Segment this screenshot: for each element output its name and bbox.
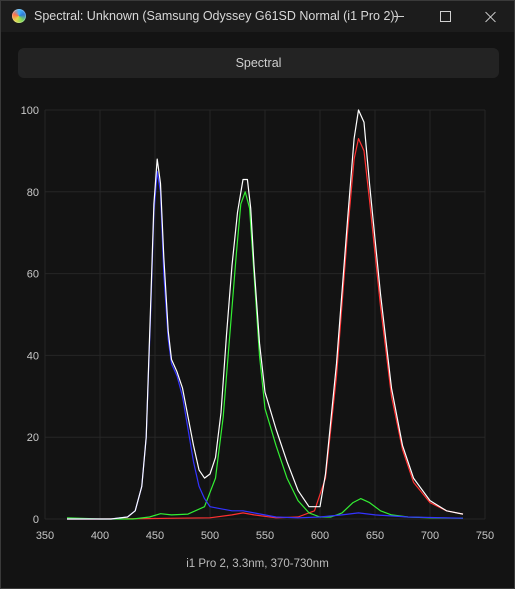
series-line-3 bbox=[67, 109, 464, 520]
x-tick-label: 750 bbox=[476, 530, 494, 542]
x-tick-label: 400 bbox=[91, 530, 109, 542]
title-bar[interactable]: Spectral: Unknown (Samsung Odyssey G61SD… bbox=[1, 1, 514, 32]
close-button[interactable] bbox=[468, 1, 514, 32]
close-icon bbox=[485, 11, 497, 23]
y-tick-label: 0 bbox=[33, 514, 39, 526]
minimize-icon bbox=[394, 16, 404, 17]
y-tick-label: 20 bbox=[27, 432, 39, 444]
x-tick-label: 350 bbox=[36, 530, 54, 542]
series-line-1 bbox=[66, 191, 464, 520]
x-tick-label: 500 bbox=[201, 530, 219, 542]
minimize-button[interactable] bbox=[376, 1, 422, 32]
y-tick-label: 60 bbox=[27, 269, 39, 281]
x-tick-label: 650 bbox=[366, 530, 384, 542]
displaycal-icon bbox=[12, 9, 26, 23]
x-tick-label: 600 bbox=[311, 530, 329, 542]
y-tick-label: 80 bbox=[27, 187, 39, 199]
x-tick-label: 550 bbox=[256, 530, 274, 542]
series-line-0 bbox=[67, 138, 464, 520]
y-tick-label: 40 bbox=[27, 350, 39, 362]
x-tick-label: 450 bbox=[146, 530, 164, 542]
spectral-header: Spectral bbox=[18, 48, 499, 78]
x-tick-label: 700 bbox=[421, 530, 439, 542]
spectrum-chart: 350 400 450 500 550 600 650 700 750 0 20 40 60 80 100 bbox=[21, 105, 495, 542]
maximize-icon bbox=[439, 11, 451, 22]
y-tick-label: 100 bbox=[21, 105, 39, 117]
window-title: Spectral: Unknown (Samsung Odyssey G61SD… bbox=[34, 9, 399, 23]
maximize-button[interactable] bbox=[422, 1, 468, 32]
instrument-info: i1 Pro 2, 3.3nm, 370-730nm bbox=[186, 558, 329, 570]
spectrum-plot: 350 400 450 500 550 600 650 700 750 0 20 40 60 80 100 bbox=[1, 91, 514, 561]
